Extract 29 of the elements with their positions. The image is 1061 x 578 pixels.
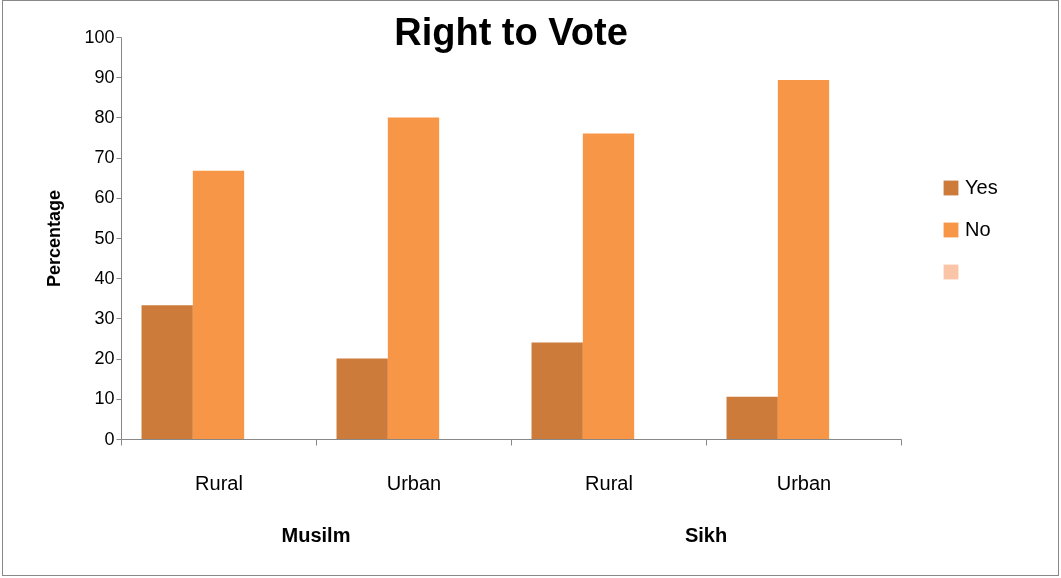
y-tick-label: 90 xyxy=(94,66,115,87)
chart-title: Right to Vote xyxy=(394,11,628,53)
y-axis-title: Percentage xyxy=(44,189,65,288)
y-tick-label: 80 xyxy=(94,106,115,127)
y-tick-label: 50 xyxy=(94,227,115,248)
y-tick-label: 0 xyxy=(104,428,115,449)
y-tick-label: 40 xyxy=(94,267,115,288)
y-tick-label: 70 xyxy=(94,147,115,168)
x-tick-label: Rural xyxy=(585,471,633,494)
legend-label: No xyxy=(965,218,991,240)
bar xyxy=(582,133,635,439)
bar xyxy=(192,170,245,439)
y-tick-label: 60 xyxy=(94,187,115,208)
bar xyxy=(336,358,388,439)
x-tick-label: Urban xyxy=(386,471,442,494)
x-tick-label: Rural xyxy=(195,471,243,494)
text: Sikh xyxy=(684,524,728,546)
y-tick-label: 30 xyxy=(94,307,115,328)
x-tick-label: Urban xyxy=(776,471,832,494)
y-tick-label: 20 xyxy=(94,348,115,369)
y-tick-label: 10 xyxy=(94,388,115,409)
bar xyxy=(387,117,440,439)
text: Musilm xyxy=(281,524,351,546)
bar xyxy=(531,342,583,439)
y-tick-label: 100 xyxy=(84,26,115,47)
legend-label: Yes xyxy=(965,176,998,198)
bar xyxy=(726,396,778,439)
bar xyxy=(777,80,830,439)
bar xyxy=(141,305,193,439)
